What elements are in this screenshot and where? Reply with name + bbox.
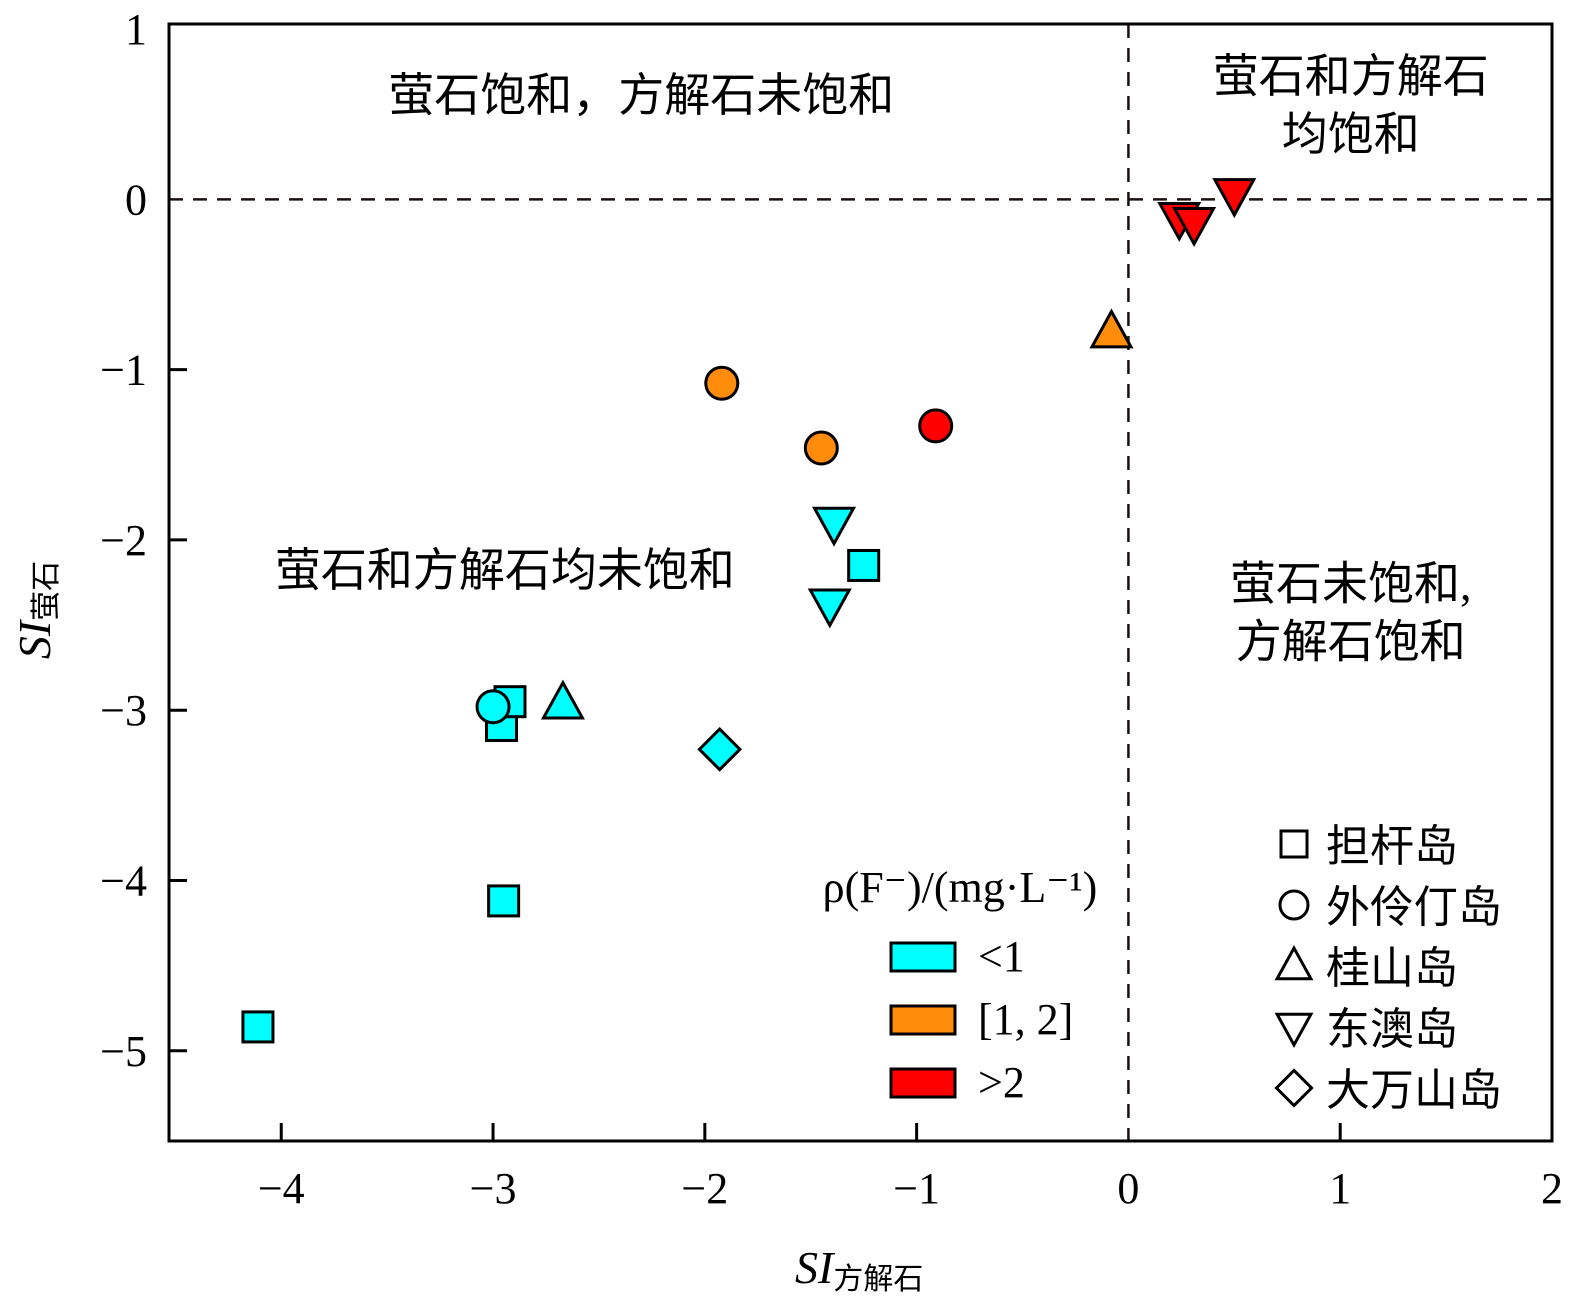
data-point-square <box>241 1010 275 1044</box>
annotation-line: 均饱和 <box>1282 109 1420 160</box>
y-tick-label: 0 <box>125 175 147 224</box>
shape-legend-label: 桂山岛 <box>1326 944 1458 993</box>
data-point-triangle-down <box>1212 178 1257 219</box>
data-point-square <box>487 884 521 918</box>
data-point-circle <box>918 408 954 444</box>
data-point-diamond <box>697 726 743 772</box>
annotation-line: 萤石饱和，方解石未饱和 <box>388 70 894 121</box>
color-legend-label-mid: [1, 2] <box>978 995 1073 1044</box>
reference-lines <box>169 24 1552 1141</box>
shape-legend-marker-circle <box>1278 889 1310 921</box>
shape-legend-label: 大万山岛 <box>1326 1066 1502 1115</box>
y-axis-title-sub: 萤石 <box>30 561 63 621</box>
color-legend-swatch-mid <box>889 1004 957 1036</box>
data-point-circle <box>475 689 511 725</box>
annotation-line: 方解石饱和 <box>1236 617 1466 668</box>
y-tick-label: −2 <box>100 516 147 565</box>
data-point-triangle-up <box>1089 308 1134 349</box>
shape-legend-label: 担杆岛 <box>1326 822 1458 871</box>
shape-legend-label: 东澳岛 <box>1326 1005 1458 1054</box>
data-point-triangle-up <box>540 679 585 720</box>
shape-legend-marker-diamond <box>1274 1068 1314 1108</box>
x-tick-label: −3 <box>470 1164 517 1213</box>
y-axis-title: SI萤石 <box>9 561 63 659</box>
x-axis-title-main: SI <box>795 1242 836 1293</box>
plot-frame <box>167 22 1554 1143</box>
x-tick-label: −4 <box>258 1164 305 1213</box>
color-legend-title: ρ(F⁻)/(mg·L⁻¹) <box>823 863 1098 912</box>
x-tick-label: 0 <box>1117 1164 1139 1213</box>
axis-titles: SI方解石 SI萤石 <box>9 561 923 1296</box>
color-legend-label-low: <1 <box>978 932 1025 981</box>
x-tick-label: 1 <box>1329 1164 1351 1213</box>
region-annotation-q3: 萤石和方解石均未饱和 <box>275 545 735 596</box>
color-legend-swatch-high <box>889 1067 957 1099</box>
y-tick-label: 1 <box>125 5 147 54</box>
y-tick-label: −1 <box>100 346 147 395</box>
data-point-triangle-down <box>1172 207 1217 248</box>
color-legend-label-high: >2 <box>978 1058 1025 1107</box>
data-point-triangle-down <box>807 588 852 629</box>
annotation-line: 萤石和方解石均未饱和 <box>275 545 735 596</box>
annotation-line: 萤石和方解石 <box>1213 51 1489 102</box>
data-point-triangle-down <box>811 506 857 547</box>
x-axis-title: SI方解石 <box>795 1242 923 1296</box>
axes: −4 −3 −2 −1 0 1 2 1 0 −1 −2 −3 −4 −5 <box>100 5 1563 1213</box>
data-point-circle <box>803 430 839 466</box>
y-tick-label: −4 <box>100 856 147 905</box>
x-axis-title-sub: 方解石 <box>833 1263 923 1296</box>
x-tick-label: 2 <box>1541 1164 1563 1213</box>
shape-legend-marker-triangle-down <box>1274 1012 1314 1049</box>
color-legend: ρ(F⁻)/(mg·L⁻¹) <1 [1, 2] >2 <box>823 863 1098 1107</box>
region-annotation-q2: 萤石饱和，方解石未饱和 <box>388 70 894 121</box>
data-point-circle <box>704 365 740 401</box>
shape-legend-label: 外伶仃岛 <box>1326 883 1502 932</box>
shape-legend-marker-square <box>1279 829 1309 859</box>
y-tick-label: −3 <box>100 686 147 735</box>
region-annotation-q4: 萤石未饱和, 方解石饱和 <box>1230 559 1472 668</box>
x-tick-label: −1 <box>893 1164 940 1213</box>
region-annotation-q1: 萤石和方解石均饱和 <box>1213 51 1489 160</box>
color-legend-swatch-low <box>889 941 957 973</box>
shape-legend-marker-triangle-up <box>1274 944 1314 981</box>
data-point-square <box>847 548 881 582</box>
y-axis-title-main: SI <box>9 618 60 659</box>
y-tick-label: −5 <box>100 1027 147 1076</box>
x-tick-label: −2 <box>681 1164 728 1213</box>
annotation-line: 萤石未饱和, <box>1230 559 1472 610</box>
data-points <box>241 178 1257 1044</box>
